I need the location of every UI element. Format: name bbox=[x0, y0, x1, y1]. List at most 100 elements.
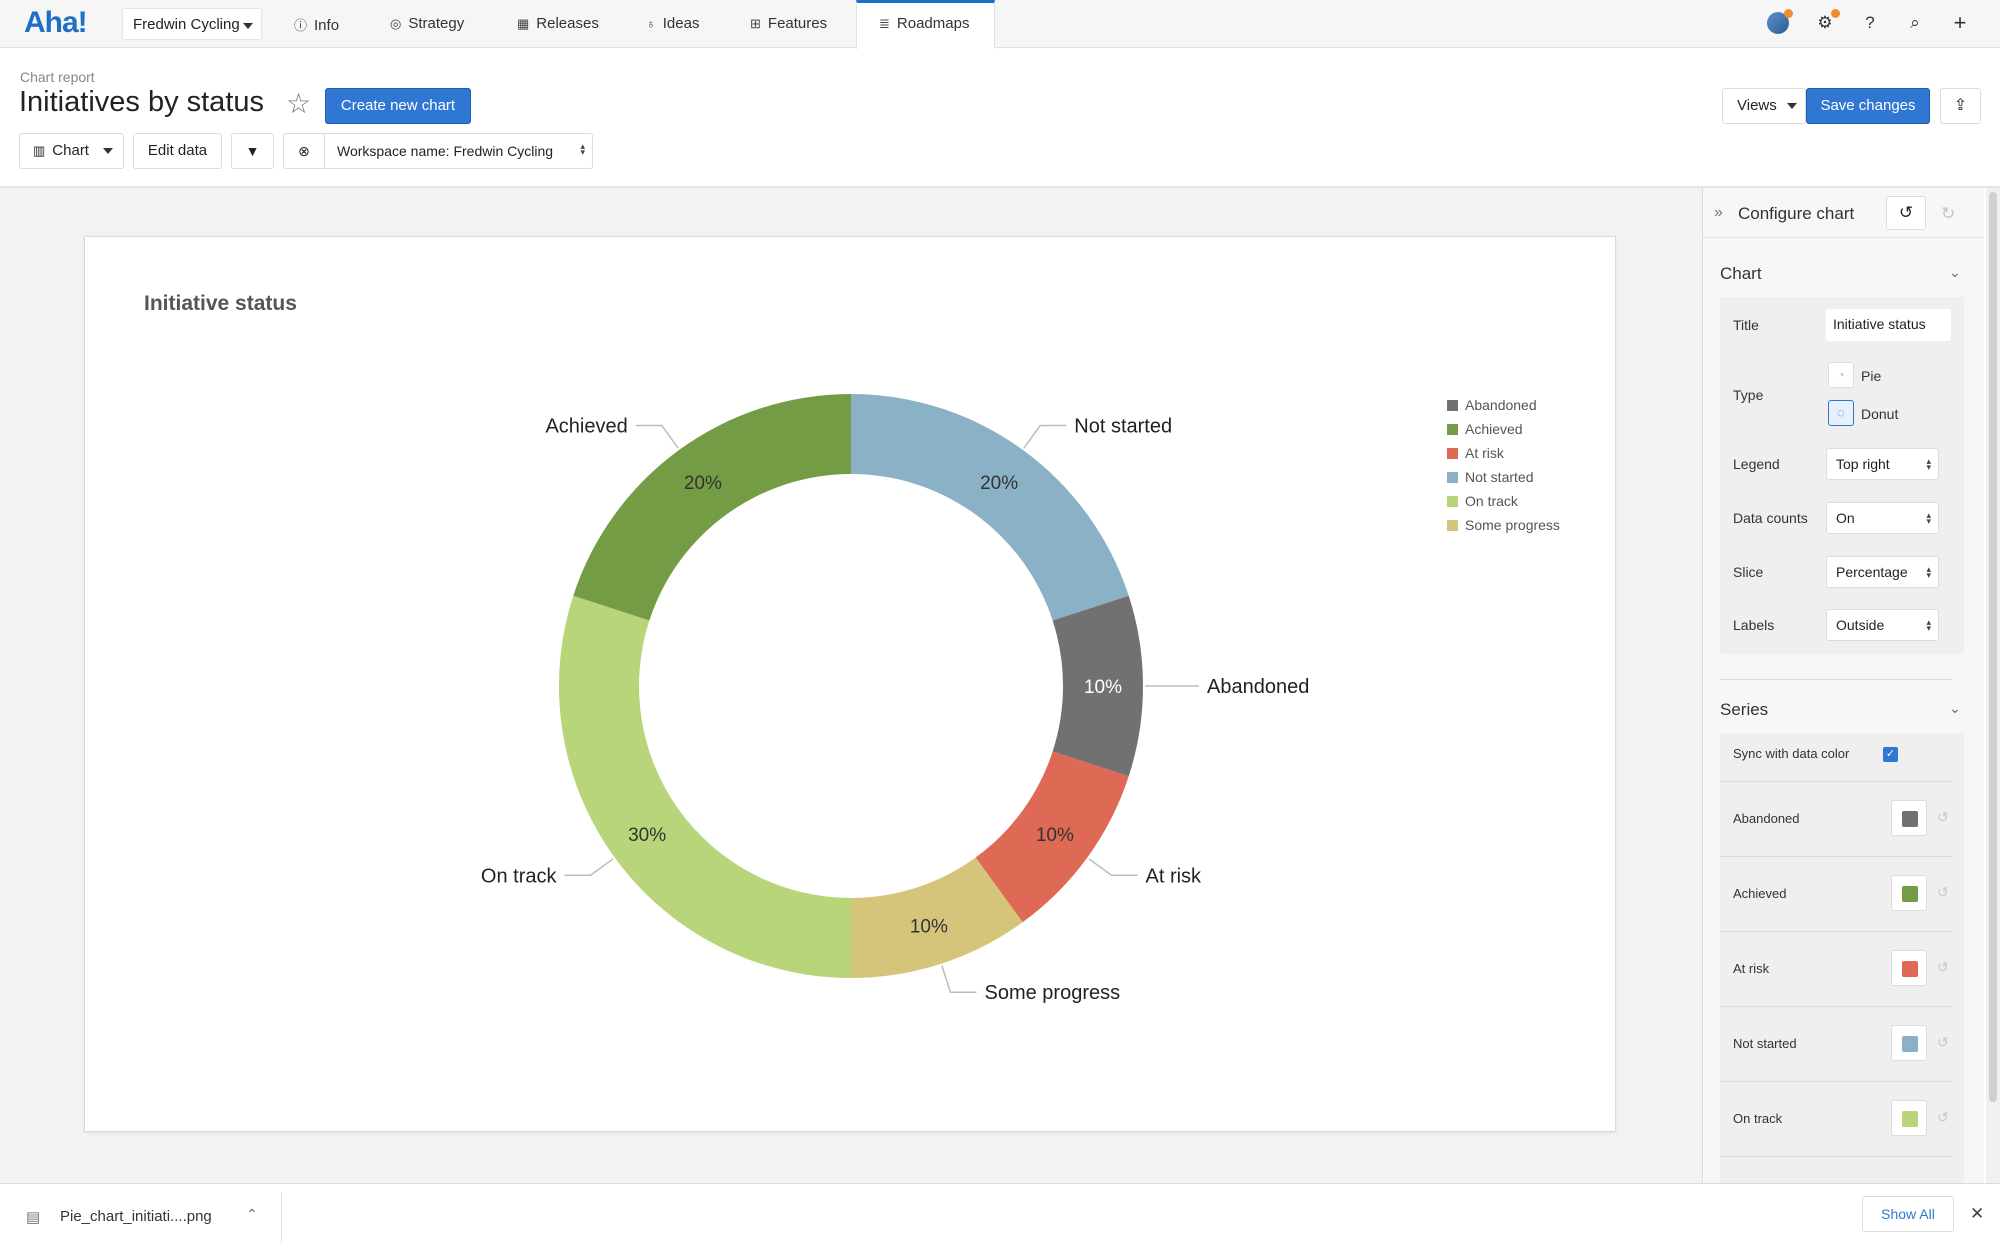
donut-slice-some-progress[interactable] bbox=[851, 857, 1023, 978]
edit-data-button[interactable]: Edit data bbox=[133, 133, 222, 169]
slice-percent-label: 20% bbox=[684, 473, 722, 494]
legend-item[interactable]: On track bbox=[1447, 493, 1560, 517]
color-picker-on-track[interactable] bbox=[1891, 1100, 1927, 1136]
tab-info[interactable]: ⓘ Info bbox=[294, 0, 339, 47]
color-picker-at-risk[interactable] bbox=[1891, 950, 1927, 986]
download-filename[interactable]: Pie_chart_initiati....png bbox=[60, 1208, 212, 1225]
bar-chart-icon: ▥ bbox=[33, 143, 46, 158]
section-divider bbox=[1720, 679, 1952, 680]
legend-select[interactable]: Top right ▴ ▾ bbox=[1826, 448, 1939, 480]
avatar[interactable] bbox=[1767, 9, 1793, 34]
donut-slice-at-risk[interactable] bbox=[975, 751, 1129, 923]
divider bbox=[281, 1192, 282, 1243]
type-option-pie[interactable]: Pie bbox=[1861, 368, 1882, 384]
show-all-button[interactable]: Show All bbox=[1862, 1196, 1954, 1232]
file-icon: ▤ bbox=[26, 1209, 41, 1226]
tab-ideas-label: Ideas bbox=[662, 15, 700, 32]
legend-label: Some progress bbox=[1465, 517, 1560, 533]
legend-item[interactable]: Abandoned bbox=[1447, 397, 1560, 421]
title-input[interactable]: Initiative status bbox=[1826, 309, 1951, 341]
donut-slice-achieved[interactable] bbox=[573, 394, 851, 621]
panel-scrollbar[interactable] bbox=[1986, 188, 2000, 1183]
donut-slice-on-track[interactable] bbox=[558, 595, 851, 978]
pie-type-icon[interactable]: ◔ bbox=[1828, 362, 1854, 388]
chevron-down-icon[interactable]: ⌄ bbox=[1949, 264, 1961, 280]
legend-label: On track bbox=[1465, 493, 1518, 509]
labels-select[interactable]: Outside ▴ ▾ bbox=[1826, 609, 1939, 641]
donut-slice-abandoned[interactable] bbox=[1052, 595, 1144, 777]
reset-color-icon[interactable]: ↺ bbox=[1937, 1034, 1949, 1050]
donut-slice-not-started[interactable] bbox=[851, 394, 1129, 621]
legend-select-value: Top right bbox=[1836, 456, 1890, 472]
chevron-down-icon[interactable]: ⌄ bbox=[1949, 700, 1961, 716]
clear-filter-icon[interactable]: ⊗ bbox=[284, 134, 325, 168]
workspace-filter[interactable]: ⊗ Workspace name: Fredwin Cycling ▴ ▾ bbox=[283, 133, 593, 169]
reset-color-icon[interactable]: ↺ bbox=[1937, 959, 1949, 975]
slice-outside-label: At risk bbox=[1146, 865, 1203, 887]
workspace-name: Fredwin Cycling bbox=[133, 16, 240, 33]
tab-features[interactable]: ⊞ Features bbox=[750, 0, 827, 47]
redo-icon[interactable]: ↻ bbox=[1941, 204, 1956, 223]
filter-icon[interactable]: ▼ bbox=[231, 133, 274, 169]
sync-color-checkbox[interactable]: ✓ bbox=[1883, 747, 1898, 762]
undo-icon[interactable]: ↺ bbox=[1886, 196, 1926, 230]
page-title: Initiatives by status bbox=[19, 86, 264, 118]
color-swatch bbox=[1902, 1111, 1918, 1127]
legend-item[interactable]: Not started bbox=[1447, 469, 1560, 493]
chart-type-button[interactable]: ▥ Chart bbox=[19, 133, 124, 169]
share-icon[interactable]: ⇪ bbox=[1940, 88, 1981, 124]
updown-icon: ▴ ▾ bbox=[1926, 456, 1931, 472]
reset-color-icon[interactable]: ↺ bbox=[1937, 884, 1949, 900]
legend-swatch bbox=[1447, 400, 1458, 411]
create-new-chart-button[interactable]: Create new chart bbox=[325, 88, 471, 124]
row-divider bbox=[1720, 1006, 1952, 1007]
notification-dot bbox=[1831, 9, 1840, 18]
views-button[interactable]: Views bbox=[1722, 88, 1806, 124]
plus-icon[interactable]: + bbox=[1953, 10, 1967, 35]
legend-label: Achieved bbox=[1465, 421, 1523, 437]
search-icon[interactable]: ⌕ bbox=[1910, 13, 1920, 32]
slice-select[interactable]: Percentage ▴ ▾ bbox=[1826, 556, 1939, 588]
chart-card bbox=[84, 236, 1616, 1132]
slice-outside-label: Achieved bbox=[545, 415, 627, 437]
slice-outside-label: Not started bbox=[1074, 415, 1172, 437]
color-picker-achieved[interactable] bbox=[1891, 875, 1927, 911]
slice-outside-label: Some progress bbox=[985, 982, 1121, 1004]
tab-releases[interactable]: ▦ Releases bbox=[517, 0, 599, 47]
legend-label: Abandoned bbox=[1465, 397, 1537, 413]
gear-icon[interactable]: ⚙ bbox=[1814, 9, 1840, 34]
legend-item[interactable]: At risk bbox=[1447, 445, 1560, 469]
reset-color-icon[interactable]: ↺ bbox=[1937, 1109, 1949, 1125]
workspace-selector[interactable]: Fredwin Cycling bbox=[122, 8, 262, 40]
type-option-donut[interactable]: Donut bbox=[1861, 406, 1899, 422]
info-icon: ⓘ bbox=[294, 18, 308, 33]
star-icon[interactable]: ☆ bbox=[286, 88, 312, 119]
tab-roadmaps[interactable]: ≣ Roadmaps bbox=[856, 0, 995, 49]
top-nav: Aha! Fredwin Cycling ⓘ Info ◎ Strategy ▦ Re… bbox=[0, 0, 2000, 49]
aha-logo[interactable]: Aha! bbox=[24, 6, 88, 39]
scroll-thumb[interactable] bbox=[1989, 192, 1997, 1102]
close-icon[interactable]: ✕ bbox=[1970, 1204, 1985, 1223]
save-changes-button[interactable]: Save changes bbox=[1806, 88, 1930, 124]
donut-type-icon[interactable]: ◌ bbox=[1828, 400, 1854, 426]
series-label-achieved: Achieved bbox=[1733, 886, 1787, 901]
chart-title: Initiative status bbox=[144, 292, 297, 315]
data-counts-select[interactable]: On ▴ ▾ bbox=[1826, 502, 1939, 534]
color-picker-abandoned[interactable] bbox=[1891, 800, 1927, 836]
color-picker-not-started[interactable] bbox=[1891, 1025, 1927, 1061]
grid-icon: ⊞ bbox=[750, 16, 761, 31]
legend-swatch bbox=[1447, 448, 1458, 459]
row-divider bbox=[1720, 1156, 1952, 1157]
updown-icon: ▴ ▾ bbox=[580, 141, 585, 157]
reset-color-icon[interactable]: ↺ bbox=[1937, 809, 1949, 825]
chart-button-label: Chart bbox=[52, 142, 89, 159]
divider bbox=[0, 186, 2000, 188]
legend-item[interactable]: Some progress bbox=[1447, 517, 1560, 541]
chevron-up-icon[interactable]: ⌃ bbox=[246, 1206, 258, 1222]
legend-item[interactable]: Achieved bbox=[1447, 421, 1560, 445]
tab-strategy[interactable]: ◎ Strategy bbox=[390, 0, 464, 47]
tab-ideas[interactable]: ♁ Ideas bbox=[646, 0, 699, 47]
collapse-panel-icon[interactable]: » bbox=[1714, 204, 1723, 221]
chart-legend: Abandoned Achieved At risk Not started O… bbox=[1447, 397, 1560, 541]
help-icon[interactable]: ? bbox=[1865, 13, 1875, 32]
